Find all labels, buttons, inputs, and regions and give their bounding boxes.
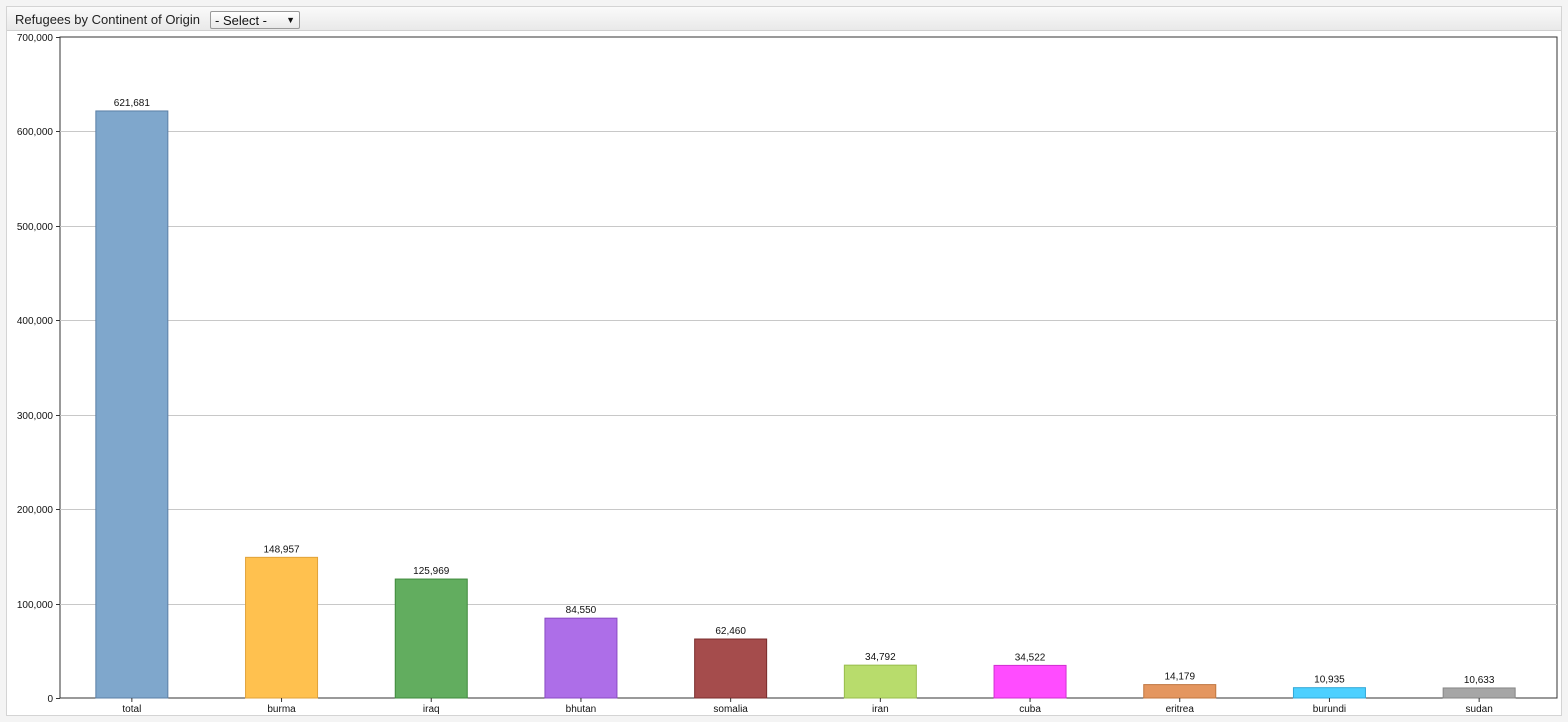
- bar-burundi: [1292, 687, 1366, 699]
- data-label: 34,792: [865, 652, 896, 663]
- x-tick-label: burundi: [1313, 704, 1346, 715]
- y-tick-label: 0: [47, 694, 53, 705]
- bar-iraq: [394, 578, 468, 699]
- panel-header: Refugees by Continent of Origin - Select…: [7, 7, 1561, 31]
- x-tick-label: burma: [267, 704, 296, 715]
- bar-burma: [245, 556, 319, 699]
- bar-somalia: [694, 638, 768, 699]
- y-tick-label: 600,000: [17, 127, 54, 138]
- data-label: 62,460: [715, 626, 746, 637]
- bar-total: [95, 110, 169, 699]
- y-tick-label: 300,000: [17, 411, 54, 422]
- data-label: 10,935: [1314, 675, 1345, 686]
- data-label: 621,681: [114, 98, 151, 109]
- data-label: 84,550: [566, 605, 597, 616]
- x-tick-label: total: [122, 704, 141, 715]
- bar-iran: [843, 664, 917, 699]
- bar-cuba: [993, 664, 1067, 699]
- caret-down-icon: ▼: [286, 15, 295, 25]
- data-label: 10,633: [1464, 675, 1495, 686]
- bar-sudan: [1442, 687, 1516, 699]
- y-tick-label: 100,000: [17, 600, 54, 611]
- x-tick-label: sudan: [1466, 704, 1493, 715]
- y-tick-label: 700,000: [17, 33, 54, 44]
- y-tick-label: 400,000: [17, 316, 54, 327]
- data-label: 34,522: [1015, 652, 1046, 663]
- bar-eritrea: [1143, 684, 1217, 699]
- y-tick-label: 500,000: [17, 222, 54, 233]
- x-tick-label: iran: [872, 704, 889, 715]
- bar-bhutan: [544, 617, 618, 699]
- x-tick-label: iraq: [423, 704, 440, 715]
- select-value: - Select -: [215, 13, 268, 28]
- x-tick-label: somalia: [713, 704, 748, 715]
- x-tick-label: bhutan: [566, 704, 597, 715]
- category-select[interactable]: - Select - ▼: [210, 11, 300, 29]
- x-tick-label: eritrea: [1166, 704, 1195, 715]
- plot-area: [59, 36, 1558, 699]
- panel-title: Refugees by Continent of Origin: [15, 12, 200, 27]
- data-label: 148,957: [263, 544, 300, 555]
- data-label: 125,969: [413, 566, 450, 577]
- data-label: 14,179: [1164, 672, 1195, 683]
- y-tick-label: 200,000: [17, 505, 54, 516]
- x-tick-label: cuba: [1019, 704, 1041, 715]
